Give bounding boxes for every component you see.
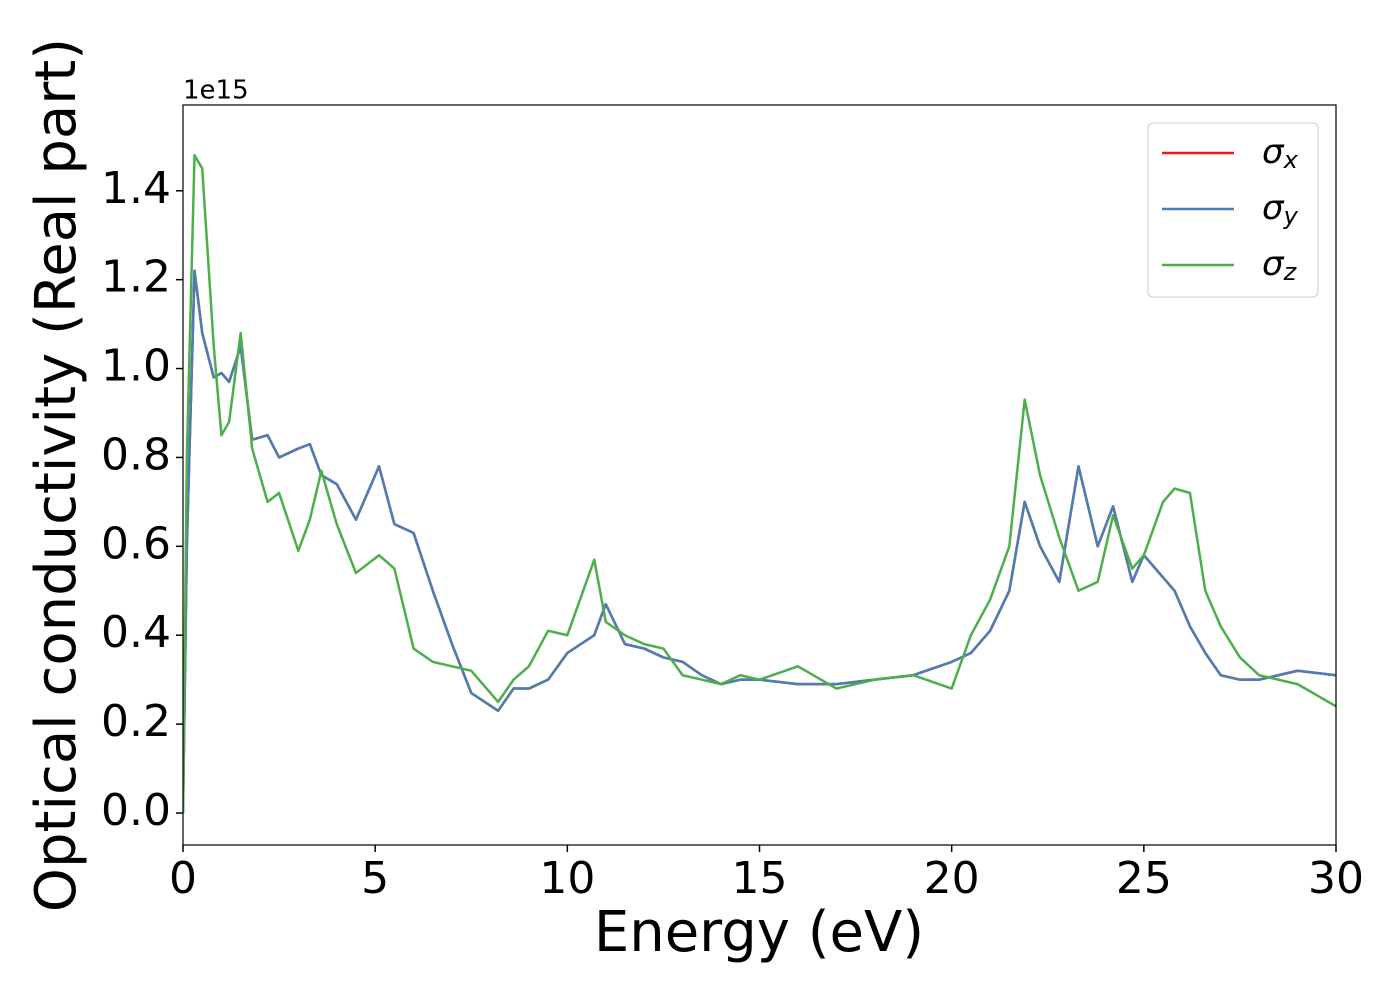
y-tick-label: 0.0: [101, 785, 171, 836]
x-tick-label: 25: [1116, 853, 1172, 904]
y-offset-label: 1e15: [183, 76, 249, 106]
x-tick-label: 30: [1308, 853, 1364, 904]
data-line: [183, 153, 1336, 814]
y-tick-label: 1.0: [101, 341, 171, 392]
x-tick-label: 10: [539, 853, 595, 904]
y-tick-label: 0.2: [101, 696, 171, 747]
legend-label: σz: [1262, 244, 1298, 287]
y-tick-label: 0.6: [101, 518, 171, 569]
x-tick-label: 0: [169, 853, 197, 904]
legend-label: σx: [1262, 132, 1299, 175]
data-line: [183, 269, 1336, 814]
x-tick-label: 5: [361, 853, 389, 904]
x-tick-label: 15: [732, 853, 788, 904]
y-axis-label: Optical conductivity (Real part): [24, 38, 89, 912]
y-tick-label: 0.4: [101, 607, 171, 658]
y-tick-label: 1.4: [101, 163, 171, 214]
y-tick-label: 0.8: [101, 429, 171, 480]
legend-label: σy: [1262, 188, 1299, 231]
y-tick-label: 1.2: [101, 252, 171, 303]
x-axis-label: Energy (eV): [594, 900, 924, 965]
x-tick-label: 20: [924, 853, 980, 904]
plot-frame: [182, 104, 1337, 846]
